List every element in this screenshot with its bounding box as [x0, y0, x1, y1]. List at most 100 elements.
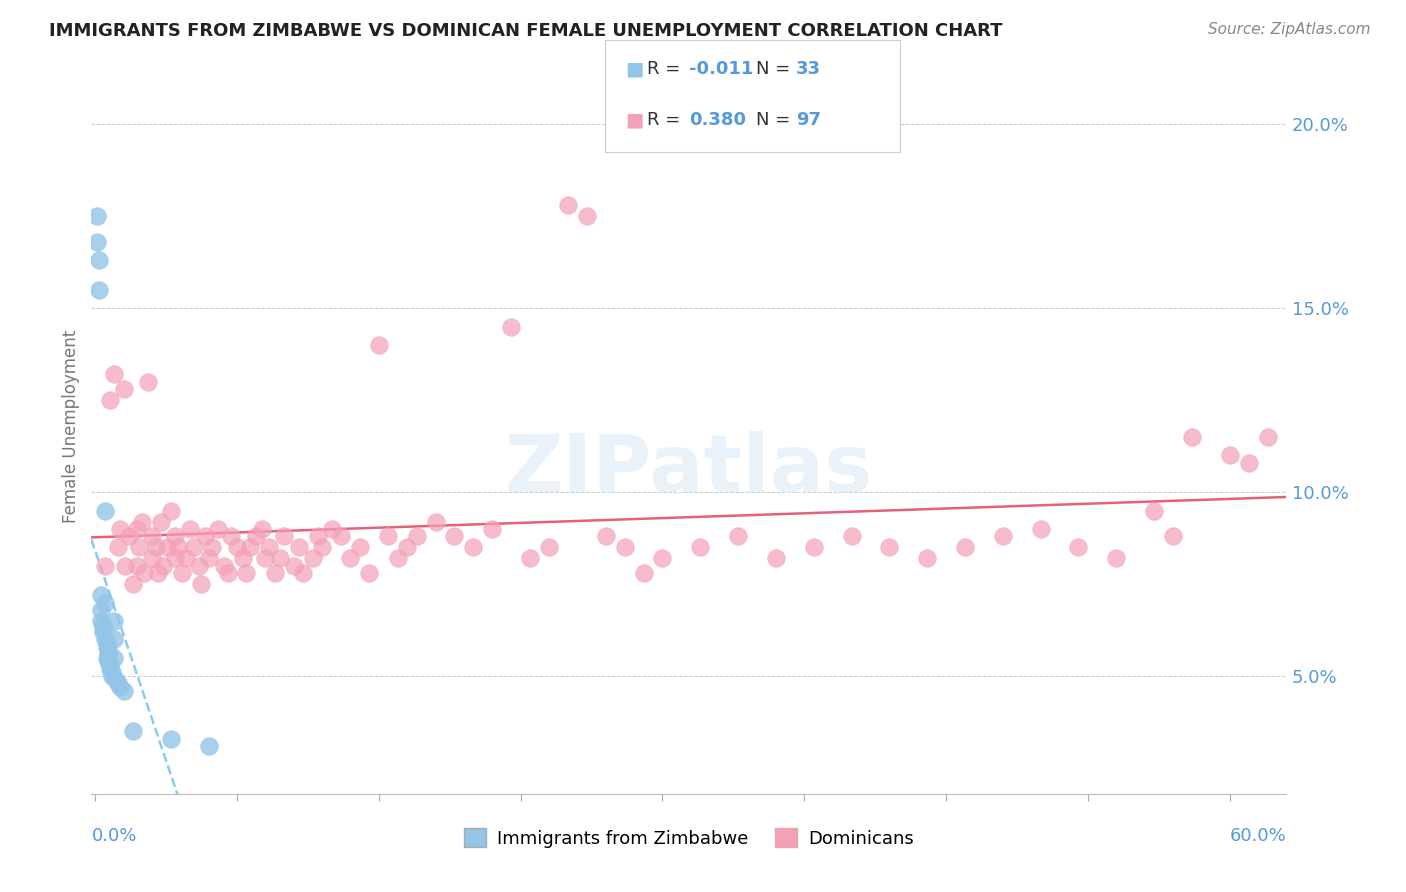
Point [97, 647, 120, 661]
Point [1105, 551, 1128, 566]
Point [197, 551, 219, 566]
Text: 33: 33 [796, 60, 821, 78]
Point [86, 235, 108, 249]
Point [91, 624, 114, 639]
Point [125, 522, 148, 536]
Point [97, 655, 120, 669]
Point [167, 541, 190, 555]
Point [96, 636, 118, 650]
Point [141, 551, 163, 566]
Point [257, 541, 280, 555]
Text: N =: N = [756, 112, 796, 129]
Point [98, 393, 121, 408]
Point [87, 283, 110, 297]
Point [254, 551, 277, 566]
Point [1143, 503, 1166, 517]
Point [537, 541, 560, 555]
Point [250, 522, 273, 536]
Point [131, 515, 153, 529]
Point [125, 558, 148, 573]
Point [633, 566, 655, 581]
Point [93, 632, 115, 647]
Point [93, 558, 115, 573]
Text: 0.380: 0.380 [689, 112, 747, 129]
Point [1067, 541, 1090, 555]
Point [97, 643, 120, 657]
Point [727, 529, 749, 543]
Text: -0.011: -0.011 [689, 60, 754, 78]
Point [98, 662, 121, 676]
Point [841, 529, 863, 543]
Point [174, 551, 197, 566]
Point [232, 551, 254, 566]
Point [915, 551, 938, 566]
Point [396, 541, 419, 555]
Text: ■: ■ [626, 59, 644, 78]
Point [103, 614, 125, 628]
Point [134, 566, 156, 581]
Point [128, 541, 150, 555]
Point [367, 338, 389, 352]
Point [307, 529, 329, 543]
Point [141, 529, 163, 543]
Point [443, 529, 465, 543]
Point [122, 724, 145, 739]
Point [595, 529, 617, 543]
Point [136, 375, 159, 389]
Point [519, 551, 541, 566]
Text: 60.0%: 60.0% [1230, 827, 1286, 845]
Point [879, 541, 901, 555]
Point [122, 577, 145, 591]
Point [104, 673, 127, 687]
Text: Source: ZipAtlas.com: Source: ZipAtlas.com [1208, 22, 1371, 37]
Point [194, 529, 217, 543]
Point [118, 529, 141, 543]
Point [1257, 430, 1279, 444]
Point [239, 541, 262, 555]
Point [803, 541, 825, 555]
Point [188, 558, 211, 573]
Point [481, 522, 503, 536]
Point [90, 614, 112, 628]
Point [91, 617, 114, 632]
Point [108, 680, 131, 694]
Point [93, 596, 115, 610]
Point [235, 566, 257, 581]
Point [501, 319, 523, 334]
Text: N =: N = [756, 60, 796, 78]
Point [221, 529, 243, 543]
Point [96, 640, 118, 654]
Point [197, 739, 219, 753]
Point [991, 529, 1014, 543]
Point [263, 566, 285, 581]
Point [321, 522, 343, 536]
Point [359, 566, 381, 581]
Point [339, 551, 361, 566]
Point [179, 522, 201, 536]
Text: ■: ■ [626, 111, 644, 130]
Point [112, 382, 135, 396]
Point [107, 676, 129, 690]
Point [103, 632, 125, 647]
Point [101, 669, 124, 683]
Point [269, 551, 291, 566]
Point [557, 198, 579, 212]
Point [212, 558, 235, 573]
Point [1237, 456, 1260, 470]
Point [613, 541, 636, 555]
Point [93, 503, 115, 517]
Point [159, 731, 181, 746]
Point [90, 588, 112, 602]
Point [226, 541, 249, 555]
Point [217, 566, 239, 581]
Point [1161, 529, 1184, 543]
Point [301, 551, 323, 566]
Point [163, 529, 186, 543]
Point [163, 551, 186, 566]
Point [172, 566, 194, 581]
Y-axis label: Female Unemployment: Female Unemployment [62, 329, 80, 523]
Point [1181, 430, 1204, 444]
Point [311, 541, 333, 555]
Text: ZIPatlas: ZIPatlas [505, 431, 873, 509]
Point [190, 577, 212, 591]
